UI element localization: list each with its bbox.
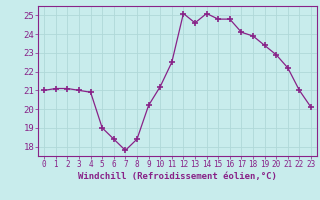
- X-axis label: Windchill (Refroidissement éolien,°C): Windchill (Refroidissement éolien,°C): [78, 172, 277, 181]
